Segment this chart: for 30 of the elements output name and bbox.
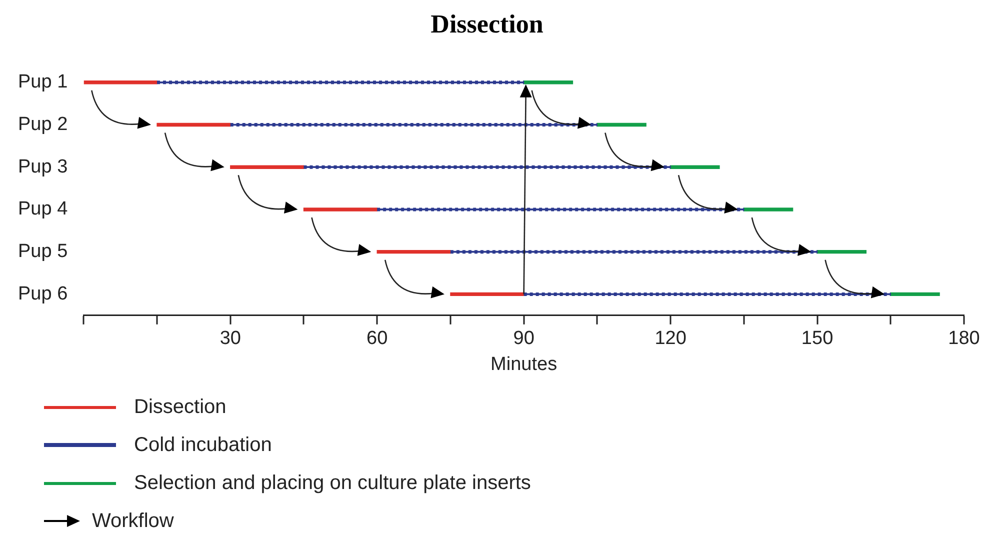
- y-tick-label: Pup 4: [18, 198, 68, 220]
- bar: [670, 165, 720, 169]
- bar: [744, 208, 794, 212]
- y-tick-label: Pup 1: [18, 72, 68, 93]
- bar: [303, 208, 378, 212]
- x-tick-label: 90: [513, 328, 534, 350]
- y-tick-label: Pup 5: [18, 241, 68, 262]
- legend-label: Dissection: [134, 396, 226, 418]
- x-axis-title: Minutes: [490, 354, 558, 375]
- y-tick-label: Pup 3: [18, 156, 68, 178]
- bar: [890, 292, 940, 296]
- y-tick-label: Pup 6: [18, 283, 68, 304]
- y-tick-label: Pup 2: [18, 114, 68, 135]
- x-tick-label: 120: [654, 328, 686, 350]
- bar: [376, 250, 451, 254]
- bar: [523, 80, 574, 84]
- bar: [156, 122, 231, 127]
- chart-title: Dissection: [430, 9, 544, 38]
- text: Workflow: [92, 510, 174, 532]
- x-tick-label: 150: [801, 328, 834, 350]
- legend-label: Cold incubation: [134, 434, 272, 456]
- bar: [450, 292, 524, 296]
- legend-label: Selection and placing on culture plate inserts: [134, 472, 531, 494]
- x-tick-label: 30: [220, 328, 241, 350]
- bar: [816, 250, 867, 254]
- x-tick-label: 180: [948, 328, 980, 350]
- x-tick-label: 60: [366, 328, 388, 350]
- bar: [596, 122, 646, 127]
- bar: [84, 80, 158, 84]
- bar: [230, 165, 304, 169]
